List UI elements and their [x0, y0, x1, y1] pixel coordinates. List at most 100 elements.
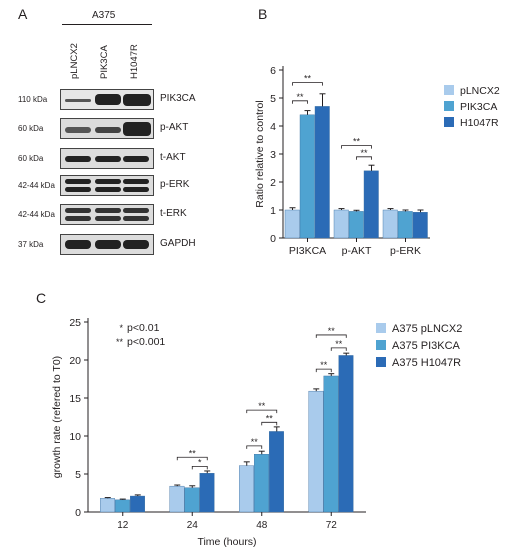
y-tick-label: 20: [69, 355, 81, 367]
band: [65, 179, 91, 184]
x-tick-label: 12: [117, 520, 129, 531]
legend-swatch: [376, 357, 386, 367]
y-axis-label: growth rate (refered to T0): [51, 356, 63, 478]
significance-bracket: [292, 100, 308, 104]
legend-swatch: [376, 323, 386, 333]
y-tick-label: 25: [69, 317, 81, 329]
x-tick-label: 48: [256, 520, 268, 531]
y-tick-label: 15: [69, 393, 81, 405]
band: [123, 216, 149, 221]
y-tick-label: 0: [75, 507, 81, 519]
significance-mark: **: [328, 326, 336, 336]
bar: [184, 487, 200, 513]
protein-label-p-akt: p-AKT: [160, 122, 189, 133]
protein-label-t-erk: t-ERK: [160, 208, 187, 219]
legend-label: H1047R: [460, 117, 499, 129]
x-tick-label: 72: [326, 520, 338, 531]
significance-mark: **: [258, 401, 266, 411]
band: [123, 240, 149, 249]
significance-bracket: [191, 466, 208, 470]
bar: [199, 473, 215, 513]
y-tick-label: 0: [270, 233, 276, 245]
protein-label-t-akt: t-AKT: [160, 152, 186, 163]
significance-mark: **: [189, 448, 197, 458]
significance-bracket: [246, 409, 278, 414]
legend-swatch: [444, 85, 454, 95]
bar: [308, 390, 324, 513]
significance-bracket: [356, 156, 372, 160]
band: [123, 179, 149, 184]
band: [65, 240, 91, 249]
blot-row-t-akt: [60, 148, 154, 169]
band: [123, 208, 149, 213]
x-axis-label: Time (hours): [197, 536, 256, 548]
x-tick-label: 24: [187, 520, 199, 531]
legend-label: A375 H1047R: [392, 357, 461, 369]
y-tick-label: 1: [270, 205, 276, 217]
significance-mark: **: [266, 413, 274, 423]
band: [95, 208, 121, 213]
significance-bracket: [315, 368, 332, 373]
panel-letter-a: A: [18, 6, 28, 22]
bar: [338, 355, 354, 513]
significance-mark: **: [251, 437, 259, 447]
legend-swatch: [376, 340, 386, 350]
kda-label-t-erk: 42-44 kDa: [18, 210, 55, 219]
y-tick-label: 2: [270, 177, 276, 189]
kda-label-p-erk: 42-44 kDa: [18, 181, 55, 190]
significance-mark: **: [320, 360, 328, 370]
significance-bracket: [315, 334, 347, 338]
band: [65, 156, 91, 162]
blot-row-p-erk: [60, 175, 154, 196]
y-axis-label: Ratio relative to control: [254, 100, 266, 207]
legend-swatch: [444, 101, 454, 111]
significance-bracket: [176, 456, 208, 461]
kda-label-pik3ca: 110 kDa: [18, 95, 48, 104]
band: [65, 208, 91, 213]
band: [123, 122, 151, 136]
kda-label-p-akt: 60 kDa: [18, 124, 44, 133]
blot-row-pik3ca: [60, 89, 154, 110]
y-tick-label: 5: [270, 93, 276, 105]
bar: [169, 485, 185, 513]
significance-legend-text: p<0.01: [127, 322, 160, 334]
blot-row-t-erk: [60, 204, 154, 225]
bar: [115, 499, 130, 513]
y-tick-label: 5: [75, 469, 81, 481]
cell-line-bracket: [62, 24, 152, 25]
x-tick-label: p-AKT: [342, 245, 372, 257]
band: [95, 216, 121, 221]
protein-label-pik3ca: PIK3CA: [160, 93, 196, 104]
band: [123, 156, 149, 162]
band: [95, 187, 121, 192]
y-tick-label: 4: [270, 121, 276, 133]
bar: [100, 498, 115, 513]
bar: [323, 375, 339, 513]
chart-b: 0 1 2 3 4 5 6 Ratio relative to control PI3KCA p-…: [254, 65, 500, 257]
significance-mark: **: [335, 339, 343, 349]
significance-bracket: [261, 421, 278, 426]
significance-mark: *: [198, 457, 202, 467]
significance-mark: **: [360, 148, 368, 158]
band: [65, 127, 91, 133]
band: [95, 179, 121, 184]
significance-legend-symbol: *: [119, 323, 123, 333]
band: [95, 240, 121, 249]
significance-mark: **: [296, 92, 304, 102]
panel-letter-c: C: [36, 290, 47, 306]
significance-bracket: [341, 145, 372, 149]
bar: [239, 465, 254, 513]
significance-bracket: [292, 82, 323, 86]
bar: [269, 431, 284, 513]
x-tick-label: p-ERK: [390, 245, 421, 257]
band: [95, 127, 121, 133]
blot-row-gapdh: [60, 234, 154, 255]
legend-label: PIK3CA: [460, 101, 497, 113]
significance-legend-symbol: **: [116, 337, 124, 347]
band: [65, 216, 91, 221]
band: [95, 156, 121, 162]
x-tick-label: PI3KCA: [289, 245, 326, 257]
significance-mark: **: [304, 74, 312, 84]
y-tick-label: 6: [270, 65, 276, 77]
